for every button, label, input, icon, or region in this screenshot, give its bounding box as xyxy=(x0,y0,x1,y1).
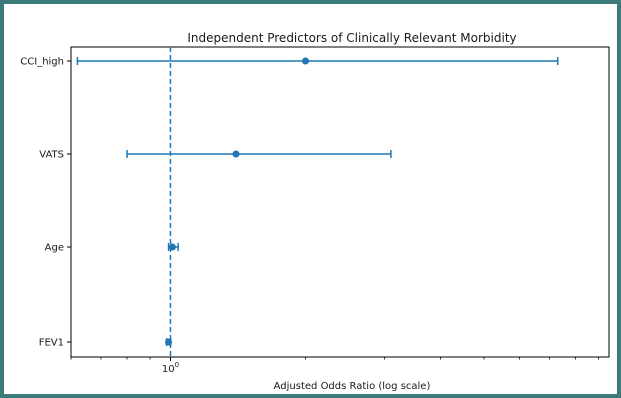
odds-ratio-point xyxy=(165,338,173,346)
y-tick-label-age: Age xyxy=(45,243,64,254)
odds-ratio-point xyxy=(168,243,176,251)
x-tick-label: 100 xyxy=(162,361,179,375)
y-tick-label-cci-high: CCI_high xyxy=(20,57,64,68)
forest-plot: Independent Predictors of Clinically Rel… xyxy=(20,31,610,392)
chart-frame: Independent Predictors of Clinically Rel… xyxy=(4,4,617,394)
chart-title: Independent Predictors of Clinically Rel… xyxy=(187,31,516,45)
odds-ratio-point xyxy=(302,57,310,65)
x-axis-label: Adjusted Odds Ratio (log scale) xyxy=(274,381,431,392)
odds-ratio-point xyxy=(232,150,240,158)
y-tick-label-fev1: FEV1 xyxy=(39,338,64,349)
y-tick-label-vats: VATS xyxy=(39,150,64,161)
plot-area xyxy=(70,46,610,358)
